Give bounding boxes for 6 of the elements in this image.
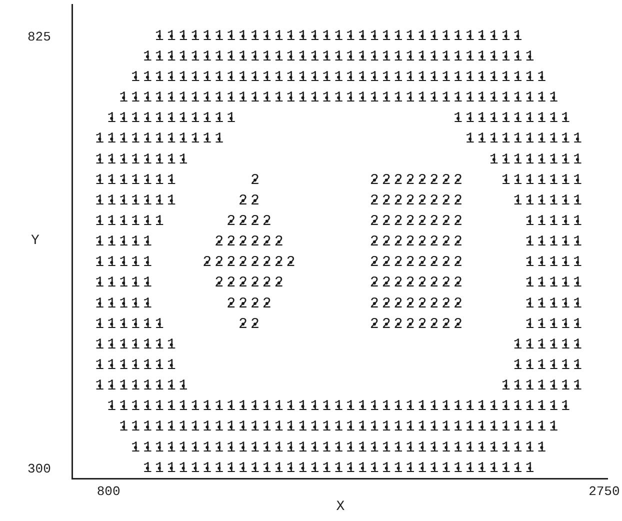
x-tick-label: 800 — [96, 484, 120, 500]
x-axis-title: X — [336, 499, 346, 516]
y-tick-label: 300 — [27, 462, 51, 477]
y-axis-title: Y — [31, 233, 40, 249]
x-tick-label: 2750 — [588, 484, 620, 500]
y-tick-label: 825 — [27, 30, 51, 45]
